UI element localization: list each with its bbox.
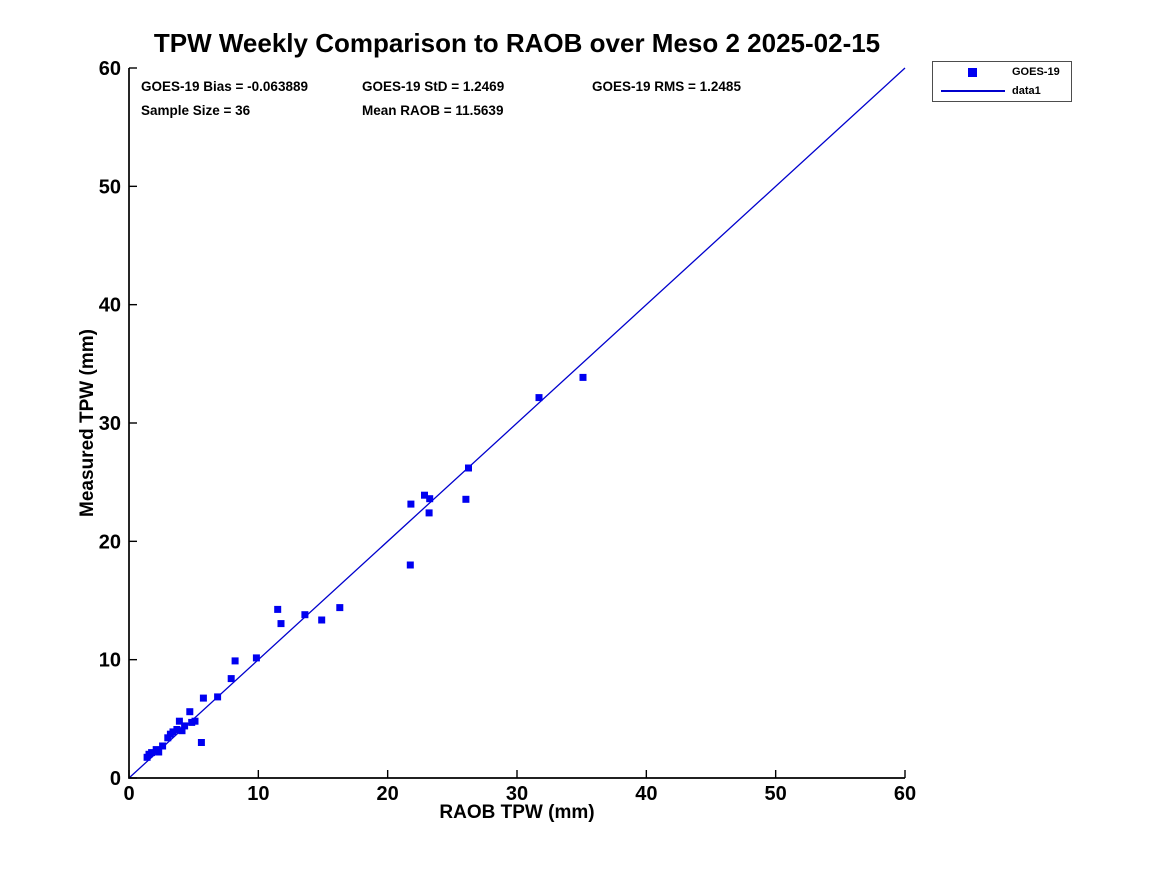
stat-sample-size: Sample Size = 36 (141, 103, 251, 118)
data-point-marker (421, 491, 428, 499)
data-point-marker (191, 717, 199, 725)
data-point-marker (462, 495, 470, 503)
stat-bias: GOES-19 Bias = -0.063889 (141, 79, 308, 94)
legend-line-swatch (941, 90, 1005, 92)
y-tick-label: 40 (99, 295, 121, 317)
y-tick-label: 30 (99, 413, 121, 435)
x-tick-label: 20 (377, 783, 399, 805)
legend-label-data1: data1 (1012, 85, 1041, 97)
x-tick-label: 0 (123, 783, 134, 805)
legend-entry-data1: data1 (933, 82, 1071, 100)
data-point-marker (465, 464, 472, 472)
y-tick-label: 10 (99, 650, 121, 672)
data-point-marker (277, 620, 285, 628)
stat-std: GOES-19 StD = 1.2469 (362, 79, 505, 94)
data-point-marker (535, 394, 543, 402)
y-axis-label: Measured TPW (mm) (77, 329, 98, 517)
chart-title: TPW Weekly Comparison to RAOB over Meso … (153, 28, 881, 58)
x-tick-label: 30 (506, 783, 528, 805)
data-point-marker (301, 611, 309, 619)
data-point-marker (579, 373, 587, 381)
data-point-marker (407, 500, 415, 508)
data-point-marker (214, 693, 222, 701)
x-tick-label: 40 (635, 783, 657, 805)
data-point-marker (199, 694, 207, 702)
legend-entry-goes19: GOES-19 (933, 63, 1071, 81)
legend-marker-swatch (968, 67, 977, 77)
data-point-marker (425, 509, 433, 517)
data-point-marker (164, 734, 172, 742)
data-point-marker (336, 604, 344, 612)
data-point-marker (318, 616, 326, 624)
data-point-marker (148, 749, 156, 757)
x-tick-label: 10 (247, 783, 269, 805)
data-point-marker (181, 722, 189, 730)
reference-line-data1 (128, 67, 906, 779)
y-tick-label: 60 (99, 58, 121, 80)
stat-rms: GOES-19 RMS = 1.2485 (592, 79, 741, 94)
data-point-marker (274, 605, 282, 613)
data-point-marker (426, 495, 434, 503)
data-point-marker (227, 675, 235, 683)
data-point-marker (197, 739, 205, 746)
x-tick-label: 60 (894, 783, 916, 805)
data-point-marker (186, 708, 194, 716)
y-tick-label: 50 (99, 176, 121, 198)
data-point-marker (178, 727, 186, 735)
data-point-marker (231, 657, 239, 665)
legend: GOES-19 data1 (932, 61, 1072, 102)
x-axis-label: RAOB TPW (mm) (439, 802, 595, 823)
data-point-marker (173, 726, 181, 733)
legend-label-goes19: GOES-19 (1012, 66, 1060, 78)
x-tick-label: 50 (765, 783, 787, 805)
data-point-marker (155, 748, 163, 756)
data-point-marker (169, 728, 177, 736)
stat-mean-raob: Mean RAOB = 11.5639 (362, 103, 504, 118)
data-point-marker (159, 742, 167, 750)
y-tick-label: 0 (110, 768, 121, 790)
y-tick-label: 20 (99, 531, 121, 553)
data-point-marker (175, 717, 183, 725)
data-point-marker (406, 561, 414, 569)
data-point-marker (252, 654, 260, 662)
